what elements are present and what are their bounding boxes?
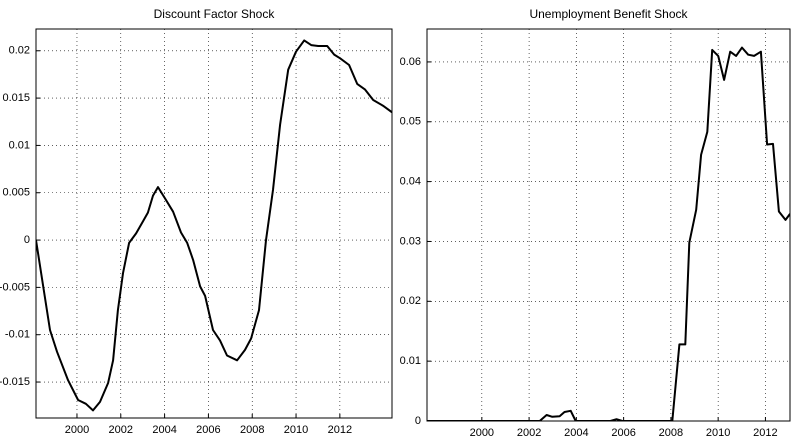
y-tick-label: 0.02 [400,295,421,307]
x-tick-label: 2002 [517,427,541,439]
x-tick-label: 2000 [65,424,89,436]
y-tick-label: 0 [415,415,421,427]
y-tick-label: -0.005 [0,281,30,293]
chart-title: Unemployment Benefit Shock [529,7,688,21]
x-tick-label: 2010 [284,424,308,436]
x-tick-label: 2012 [753,427,777,439]
x-tick-label: 2008 [240,424,264,436]
y-tick-label: 0.06 [400,56,421,68]
x-tick-label: 2012 [328,424,352,436]
y-tick-label: 0.01 [9,139,30,151]
x-tick-label: 2000 [470,427,494,439]
y-tick-label: 0.05 [400,116,421,128]
y-tick-label: 0.03 [400,235,421,247]
line [427,46,790,421]
x-tick-label: 2004 [152,424,176,436]
y-tick-label: 0.01 [400,355,421,367]
y-tick-label: 0.04 [400,176,421,188]
x-tick-label: 2006 [611,427,635,439]
y-tick-label: -0.01 [5,329,30,341]
y-tick-label: 0.015 [2,92,30,104]
line [36,39,392,412]
x-tick-label: 2006 [196,424,220,436]
plot-frame [426,28,791,422]
y-tick-label: 0.005 [2,187,30,199]
plot-frame [35,28,393,419]
y-tick-label: -0.015 [0,376,30,388]
x-tick-label: 2002 [109,424,133,436]
x-tick-label: 2010 [706,427,730,439]
y-tick-label: 0.02 [9,45,30,57]
x-tick-label: 2004 [564,427,588,439]
chart-title: Discount Factor Shock [154,7,276,21]
y-tick-label: 0 [24,234,30,246]
x-tick-label: 2008 [659,427,683,439]
